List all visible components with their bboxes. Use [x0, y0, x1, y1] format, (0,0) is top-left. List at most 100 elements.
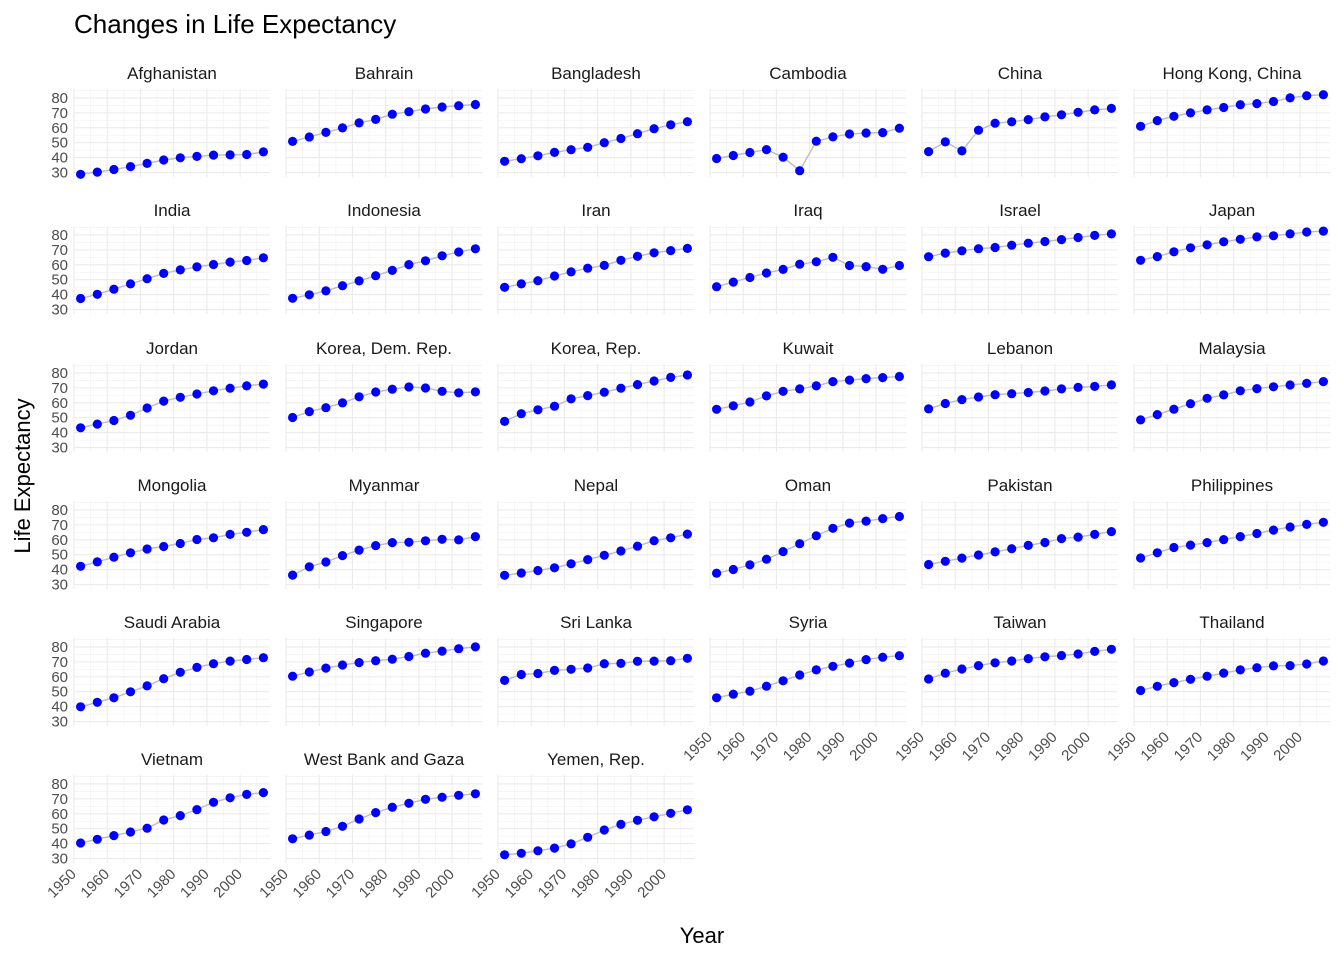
facet-strip-label: Philippines [1191, 476, 1273, 495]
y-tick-label: 40 [51, 150, 68, 167]
facet-strip-label: Mongolia [138, 476, 208, 495]
facet-strip-label: Cambodia [769, 64, 847, 83]
data-point [470, 387, 480, 397]
data-point [420, 256, 431, 266]
data-point [208, 659, 219, 669]
data-point [1185, 108, 1196, 118]
series-line [292, 248, 476, 299]
data-point [454, 101, 464, 111]
series-line [504, 374, 688, 423]
data-point [404, 537, 414, 547]
data-point [924, 674, 934, 684]
data-point [387, 802, 397, 812]
data-point [454, 535, 464, 545]
data-point [1073, 107, 1083, 117]
data-point [516, 154, 526, 164]
facet-panel: Myanmar [285, 476, 482, 589]
data-point [258, 788, 268, 798]
data-point [924, 404, 934, 414]
data-point [533, 846, 543, 856]
data-point [125, 827, 136, 837]
data-point [337, 281, 348, 291]
data-point [861, 655, 871, 665]
data-point [745, 272, 755, 283]
data-point [321, 403, 331, 413]
data-point [728, 277, 738, 287]
facet-panel: Bahrain [285, 64, 482, 177]
data-point [712, 568, 722, 578]
data-point [1136, 415, 1146, 425]
facet-strip-label: Syria [789, 613, 828, 632]
data-point [242, 789, 252, 800]
data-point [957, 395, 967, 405]
data-point [516, 568, 526, 578]
series-line [716, 127, 900, 172]
x-tick-label: 1990 [389, 866, 425, 902]
data-point [1056, 235, 1067, 245]
y-tick-label: 70 [51, 242, 68, 259]
data-point [192, 662, 202, 673]
data-point [142, 544, 152, 554]
data-point [778, 386, 788, 396]
data-point [125, 279, 136, 289]
data-point [92, 834, 102, 844]
data-point [1040, 652, 1050, 662]
data-point [321, 557, 331, 567]
facet-panel: Pakistan [921, 476, 1118, 589]
data-point [828, 523, 838, 533]
x-tick-label: 1990 [1025, 729, 1061, 765]
x-tick-label: 2000 [1058, 729, 1094, 765]
data-point [682, 243, 693, 253]
data-point [778, 264, 788, 274]
series-line [1140, 94, 1324, 127]
data-point [599, 138, 609, 148]
x-tick-label: 1950 [680, 729, 716, 765]
data-point [109, 415, 119, 426]
data-point [175, 667, 185, 677]
data-point [1040, 236, 1050, 247]
series-line [928, 530, 1112, 566]
data-point [1268, 661, 1279, 671]
data-point [844, 260, 855, 271]
data-point [616, 133, 626, 144]
data-point [76, 702, 86, 712]
data-point [1302, 519, 1312, 530]
data-point [844, 518, 855, 528]
facet-panel: Singapore [285, 613, 482, 726]
x-tick-label: 1960 [77, 866, 113, 902]
series-line [716, 375, 900, 410]
data-point [76, 838, 86, 848]
data-point [92, 697, 102, 707]
data-point [712, 404, 722, 414]
data-point [649, 376, 659, 386]
data-point [337, 551, 348, 561]
x-tick-label: 1960 [1137, 729, 1173, 765]
y-tick-label: 60 [51, 532, 68, 549]
data-point [321, 663, 331, 673]
data-point [778, 676, 788, 686]
series-line [80, 151, 264, 175]
data-point [894, 123, 905, 133]
data-point [500, 156, 510, 166]
data-point [1285, 93, 1295, 103]
data-point [616, 819, 626, 830]
data-point [387, 654, 397, 664]
y-tick-label: 40 [51, 562, 68, 579]
data-point [304, 407, 314, 417]
data-point [712, 282, 722, 292]
data-point [242, 149, 252, 160]
x-tick-label: 1970 [111, 866, 147, 902]
data-point [990, 658, 1000, 668]
facet-strip-label: China [998, 64, 1043, 83]
data-point [761, 681, 772, 691]
data-point [940, 668, 950, 678]
data-point [666, 533, 676, 543]
data-point [811, 531, 821, 541]
data-point [208, 797, 219, 807]
data-point [1302, 91, 1312, 101]
data-point [616, 546, 626, 556]
y-tick-label: 50 [51, 135, 68, 152]
y-tick-label: 70 [51, 791, 68, 808]
facet-panel: Kuwait [709, 339, 906, 452]
